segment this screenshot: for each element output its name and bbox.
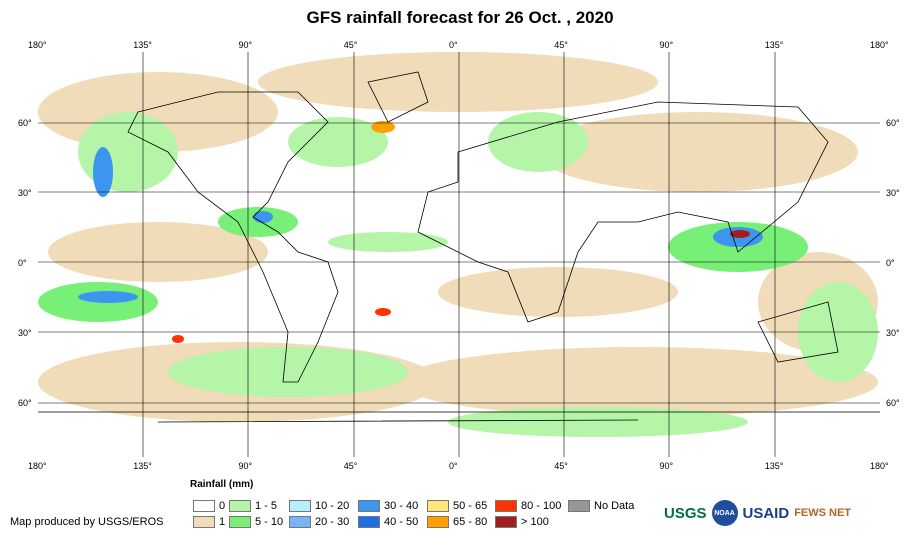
legend-item: 50 - 65 (427, 500, 487, 512)
legend-label: 10 - 20 (315, 500, 350, 512)
legend-label: > 100 (521, 516, 549, 528)
legend-label: 0 (219, 500, 226, 512)
legend-item: 1 (193, 516, 225, 528)
legend-label: 1 (219, 516, 226, 528)
legend-label: 20 - 30 (315, 516, 350, 528)
legend-swatch (495, 500, 517, 512)
lat-tick-label: 30° (886, 188, 900, 198)
legend-swatch (358, 500, 380, 512)
lon-tick-label: 180° (28, 40, 47, 50)
legend-swatch (427, 500, 449, 512)
lon-tick-label: 45° (343, 40, 358, 50)
lat-tick-label: 30° (18, 188, 32, 198)
legend-swatch (229, 500, 251, 512)
lon-tick-label: 135° (764, 40, 784, 50)
legend-item: 30 - 40 (358, 500, 418, 512)
lon-tick-label: 45° (554, 40, 568, 50)
lat-tick-label: 60° (886, 118, 900, 128)
lon-tick-label: 45° (343, 461, 358, 471)
legend-label: 5 - 10 (255, 516, 284, 528)
legend-label: 30 - 40 (384, 500, 419, 512)
lon-tick-label: 90° (659, 40, 674, 50)
lon-tick-label: 180° (870, 461, 889, 471)
credit-text: Map produced by USGS/EROS (10, 516, 164, 528)
legend-label: No Data (594, 500, 635, 512)
legend-swatch (289, 516, 311, 528)
lat-tick-label: 0° (18, 258, 27, 268)
logos: USGS NOAA USAID FEWS NET (664, 500, 851, 526)
lon-tick-label: 45° (554, 461, 568, 471)
legend-title: Rainfall (mm) (190, 479, 254, 490)
legend-item: 10 - 20 (289, 500, 349, 512)
legend-item: 20 - 30 (289, 516, 349, 528)
legend-swatch (427, 516, 449, 528)
legend-label: 40 - 50 (384, 516, 419, 528)
usaid-logo: USAID (742, 504, 790, 522)
legend-item: 80 - 100 (495, 500, 561, 512)
lon-tick-label: 135° (764, 461, 784, 471)
lon-tick-label: 0° (449, 461, 458, 471)
lon-tick-label: 0° (449, 40, 458, 50)
lat-tick-label: 0° (886, 258, 895, 268)
lon-tick-label: 135° (133, 40, 152, 50)
legend-item: > 100 (495, 516, 549, 528)
legend-item: 65 - 80 (427, 516, 487, 528)
lon-tick-label: 180° (28, 461, 47, 471)
usgs-logo: USGS (664, 504, 707, 522)
lon-tick-label: 180° (870, 40, 889, 50)
legend-swatch (289, 500, 311, 512)
lon-tick-label: 135° (133, 461, 152, 471)
noaa-logo-text: NOAA (714, 509, 735, 517)
lat-tick-label: 30° (18, 328, 32, 338)
legend-label: 65 - 80 (453, 516, 488, 528)
lon-tick-label: 90° (238, 461, 253, 471)
legend-swatch (193, 500, 215, 512)
legend-label: 50 - 65 (453, 500, 488, 512)
map-title: GFS rainfall forecast for 26 Oct. , 2020 (306, 8, 614, 27)
legend-label: 1 - 5 (255, 500, 278, 512)
legend-swatch (193, 516, 215, 528)
graticule (38, 52, 880, 457)
lon-tick-label: 90° (659, 461, 674, 471)
lat-tick-label: 60° (18, 398, 32, 408)
lat-tick-label: 30° (886, 328, 900, 338)
lat-tick-label: 60° (886, 398, 900, 408)
fewsnet-logo: FEWS NET (794, 507, 852, 519)
noaa-logo: NOAA (711, 500, 738, 526)
legend-item: 0 (193, 500, 225, 512)
lon-tick-label: 90° (238, 40, 253, 50)
lat-tick-label: 60° (18, 118, 32, 128)
heavy-rain-areas (78, 121, 763, 343)
legend-item: 5 - 10 (229, 516, 283, 528)
legend-swatch (358, 516, 380, 528)
legend-swatch (495, 516, 517, 528)
legend-item: No Data (568, 500, 634, 512)
legend-item: 1 - 5 (229, 500, 277, 512)
legend-swatch (229, 516, 251, 528)
legend-swatch (568, 500, 590, 512)
legend-item: 40 - 50 (358, 516, 418, 528)
legend-label: 80 - 100 (521, 500, 562, 512)
rainfall-map (38, 52, 880, 457)
